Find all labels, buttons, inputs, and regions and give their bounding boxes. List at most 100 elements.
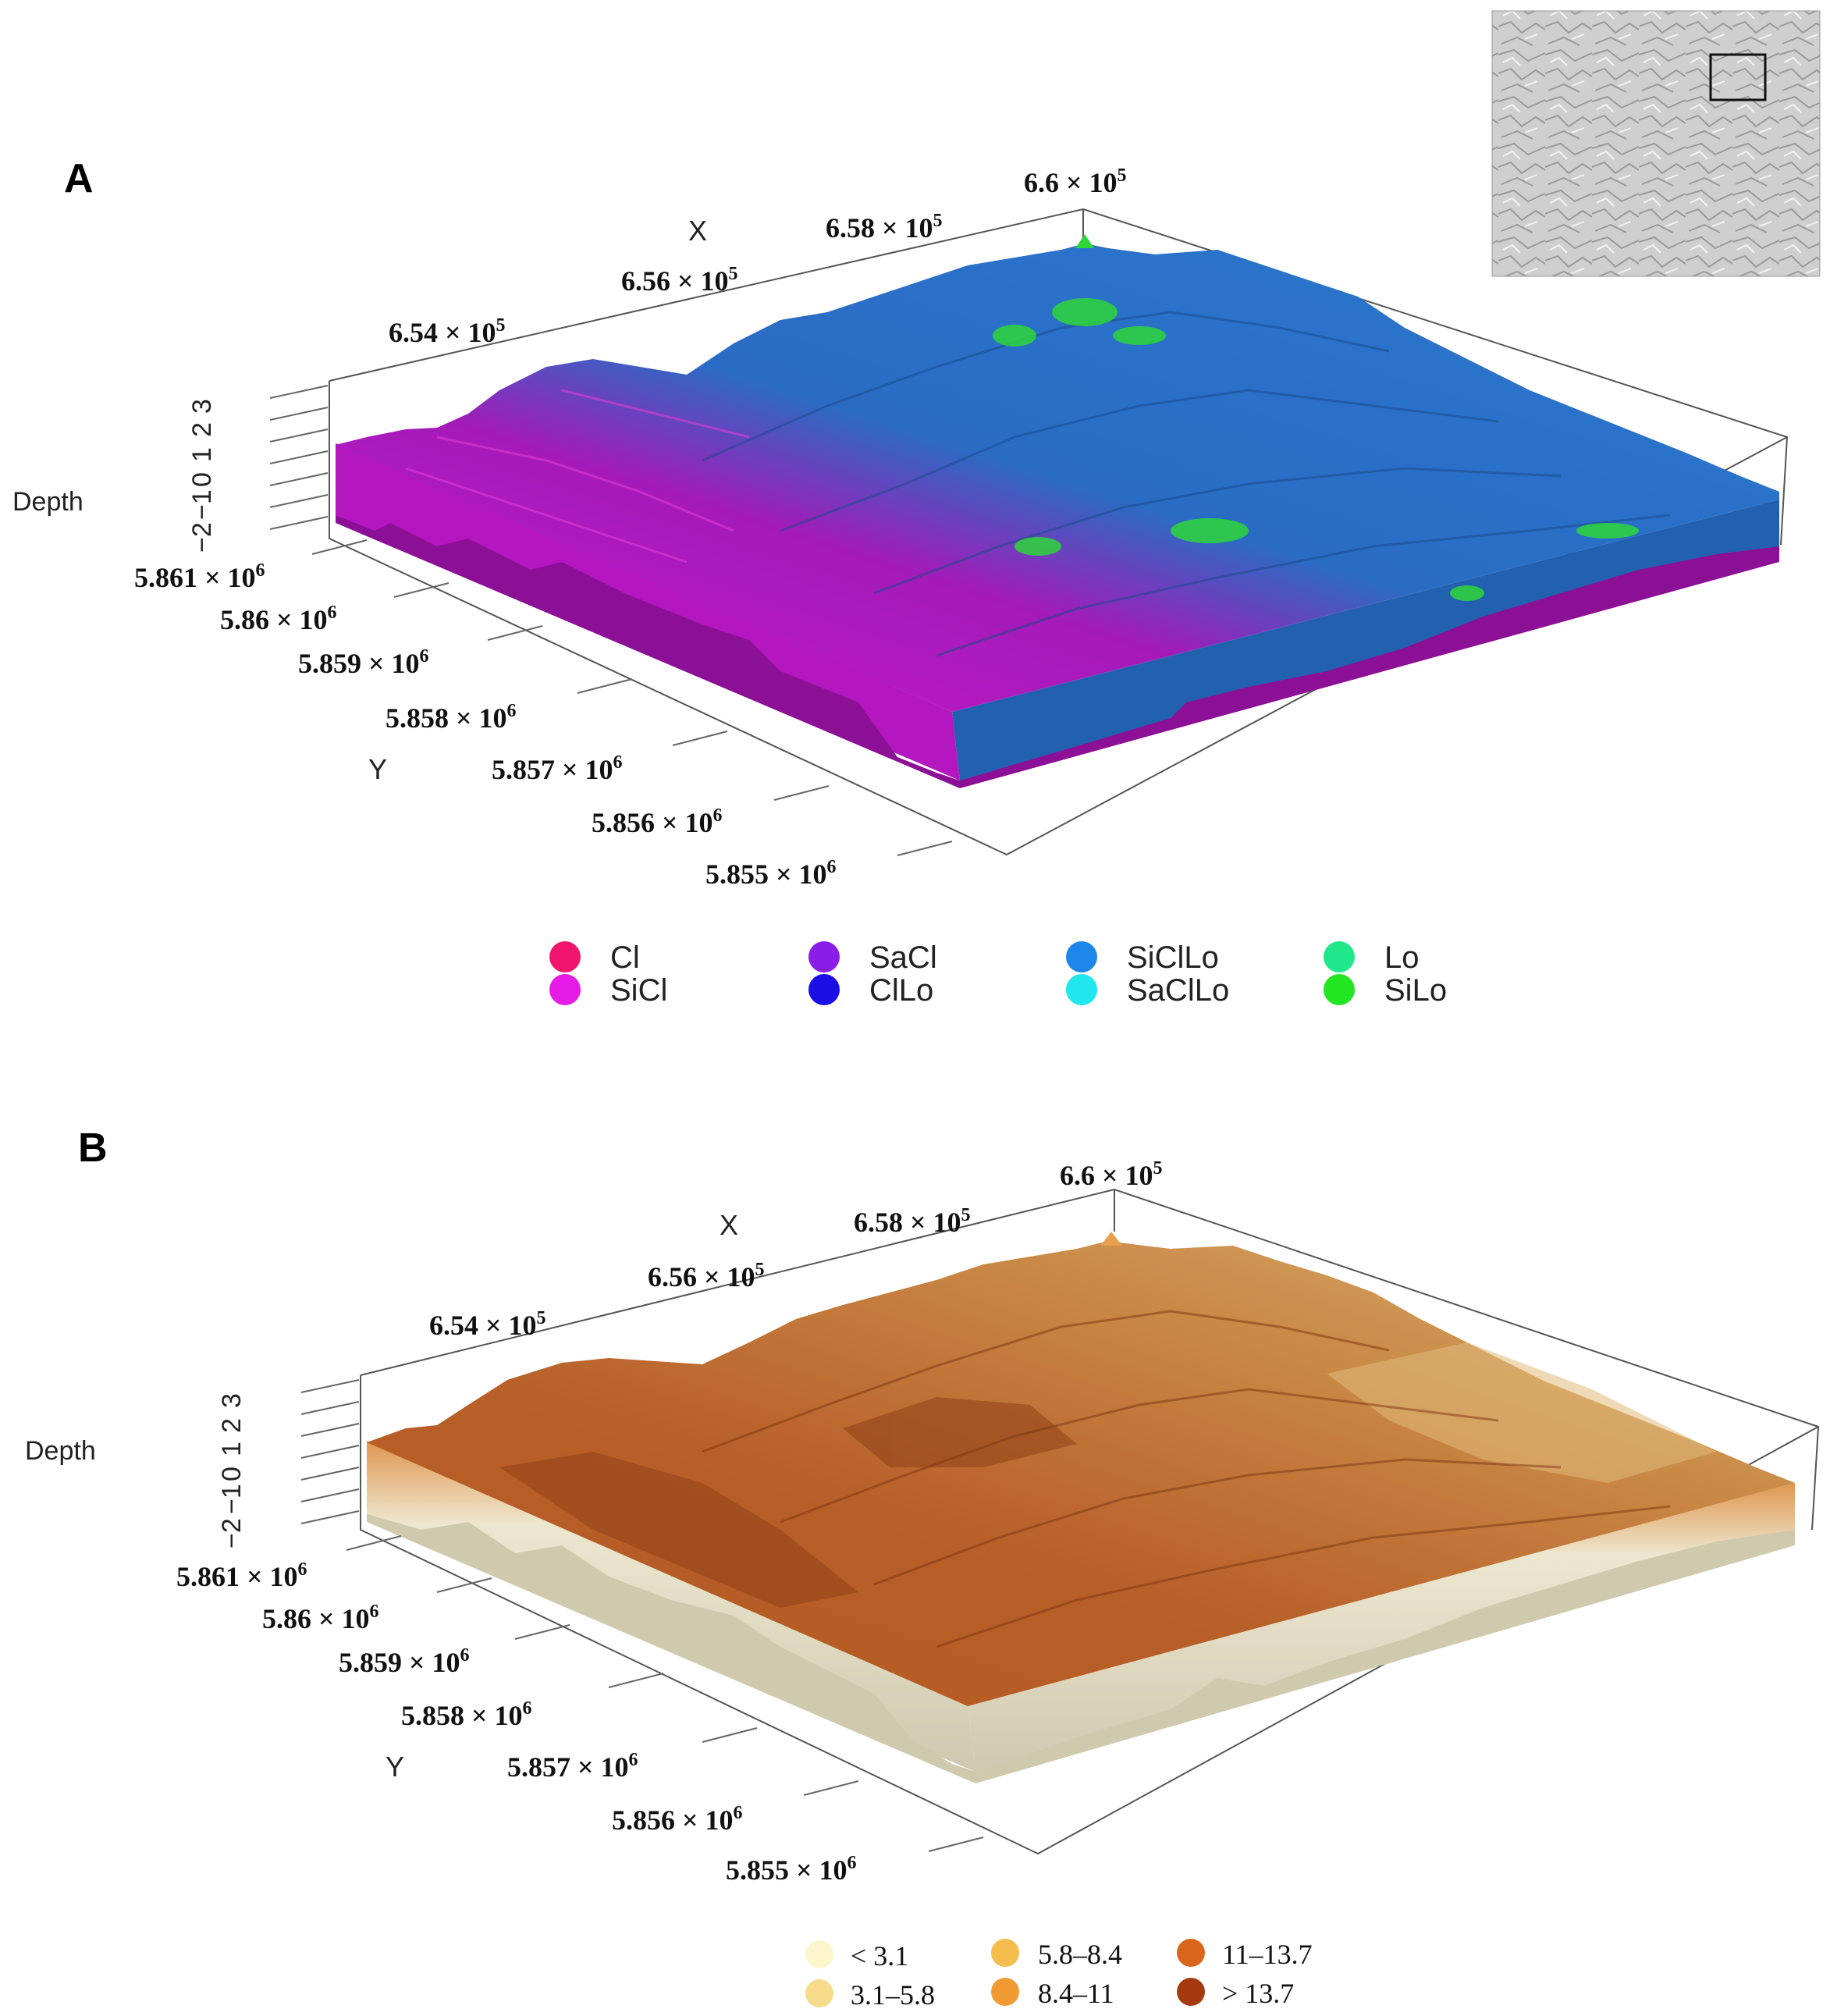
legend-item-lo: Lo: [1324, 940, 1420, 975]
panel-b-z-ticks: [300, 1379, 360, 1524]
z-tick-label: 2: [217, 1418, 247, 1433]
legend-swatch: [1177, 1978, 1205, 2006]
panel-b-y-tick-labels: 5.861 × 106 5.86 × 106 5.859 × 106 5.858…: [176, 1559, 857, 1886]
legend-swatch: [1177, 1939, 1205, 1967]
panel-a-label: A: [64, 156, 94, 201]
panel-b-x-axis-label: X: [720, 1209, 738, 1241]
legend-label: < 3.1: [851, 1940, 908, 1972]
panel-a-y-ticks: [311, 539, 953, 856]
legend-swatch: [808, 941, 840, 972]
legend-swatch: [1066, 974, 1097, 1005]
x-tick-label: 6.58 × 105: [826, 211, 943, 244]
z-tick-label: 2: [187, 422, 217, 437]
y-tick-label: 5.857 × 106: [507, 1750, 638, 1783]
panel-b-y-axis-label: Y: [386, 1751, 404, 1783]
legend-swatch: [549, 941, 581, 972]
y-tick-label: 5.859 × 106: [298, 646, 429, 679]
z-tick-label: 1: [187, 447, 217, 462]
panel-b-terrain-side-right: [968, 1483, 1795, 1772]
panel-b-z-tick-labels: 3 2 1 0 −1 −2: [217, 1393, 247, 1548]
legend-item-3-1-5-8: 3.1–5.8: [805, 1979, 935, 2011]
legend-item-sicllo: SiClLo: [1066, 940, 1219, 975]
y-tick-label: 5.86 × 106: [262, 1602, 379, 1634]
z-tick-label: 0: [217, 1467, 247, 1481]
legend-item-8-4-11: 8.4–11: [991, 1978, 1114, 2009]
y-tick-label: 5.858 × 106: [401, 1698, 532, 1731]
panel-a-z-axis-label: Depth: [12, 487, 84, 517]
x-tick-label: 6.6 × 105: [1060, 1158, 1163, 1191]
y-tick-label: 5.856 × 106: [592, 805, 723, 838]
panel-a-y-axis-label: Y: [368, 753, 387, 785]
legend-swatch: [1324, 941, 1355, 972]
legend-label: 5.8–8.4: [1038, 1939, 1122, 1970]
z-tick-label: 0: [187, 472, 217, 487]
y-tick-label: 5.858 × 106: [386, 701, 517, 734]
legend-item-gt-13-7: > 13.7: [1177, 1978, 1294, 2009]
z-tick-label: −2: [217, 1518, 247, 1548]
x-tick-label: 6.58 × 105: [854, 1205, 971, 1238]
y-tick-label: 5.861 × 106: [134, 560, 265, 593]
legend-item-silo: SiLo: [1324, 973, 1447, 1008]
legend-label: SiLo: [1384, 973, 1447, 1008]
y-tick-label: 5.855 × 106: [705, 857, 837, 890]
location-inset-map: [1491, 10, 1821, 277]
legend-item-lt-3-1: < 3.1: [805, 1940, 908, 1972]
y-tick-label: 5.857 × 106: [492, 752, 623, 785]
z-tick-label: −1: [187, 489, 217, 520]
panel-b: B: [25, 1125, 1820, 2011]
y-tick-label: 5.855 × 106: [726, 1853, 857, 1886]
legend-item-5-8-8-4: 5.8–8.4: [991, 1939, 1122, 1970]
legend-swatch: [808, 974, 840, 1005]
panel-a-z-tick-labels: 3 2 1 0 −1 −2: [187, 399, 217, 553]
legend-item-sacllo: SaClLo: [1066, 973, 1229, 1008]
panel-a-x-tick-labels: 6.54 × 105 6.56 × 105 6.58 × 105 6.6 × 1…: [389, 165, 1127, 348]
x-tick-label: 6.56 × 105: [648, 1260, 765, 1292]
legend-item-cl: Cl: [549, 940, 640, 975]
y-tick-label: 5.856 × 106: [612, 1803, 743, 1836]
panel-a-peak: [1075, 234, 1094, 248]
panel-b-y-ticks: [346, 1535, 984, 1852]
z-tick-label: 1: [217, 1442, 247, 1456]
z-tick-label: 3: [217, 1393, 247, 1408]
legend-item-11-13-7: 11–13.7: [1177, 1939, 1313, 1970]
legend-swatch: [805, 1979, 833, 2007]
panel-a-silo-patches: [993, 298, 1639, 601]
panel-b-light-zones: [1327, 1342, 1717, 1483]
x-tick-label: 6.54 × 105: [389, 315, 506, 348]
y-tick-label: 5.859 × 106: [339, 1645, 470, 1678]
panel-b-z-axis-label: Depth: [25, 1436, 96, 1466]
x-tick-label: 6.54 × 105: [429, 1308, 546, 1341]
panel-b-dark-zones: [499, 1397, 1077, 1608]
legend-swatch: [1066, 941, 1097, 972]
panel-b-x-tick-labels: 6.54 × 105 6.56 × 105 6.58 × 105 6.6 × 1…: [429, 1158, 1163, 1341]
y-tick-label: 5.861 × 106: [176, 1559, 307, 1592]
panel-a-legend: Cl SiCl SaCl ClLo SiClLo SaClLo: [549, 940, 1447, 1008]
panel-a-z-ticks: [269, 385, 329, 530]
legend-label: ClLo: [869, 973, 933, 1008]
legend-label: 3.1–5.8: [851, 1979, 935, 2011]
panel-a-x-axis-label: X: [688, 215, 707, 247]
panel-b-ridges: [702, 1310, 1671, 1648]
legend-swatch: [549, 974, 581, 1005]
legend-label: Lo: [1384, 940, 1420, 975]
legend-label: Cl: [610, 940, 640, 975]
panel-b-peak: [1100, 1232, 1122, 1246]
legend-label: SaCl: [869, 940, 937, 975]
legend-swatch: [805, 1940, 833, 1968]
x-tick-label: 6.6 × 105: [1024, 165, 1127, 198]
z-tick-label: 3: [187, 399, 217, 414]
panel-a-y-tick-labels: 5.861 × 106 5.86 × 106 5.859 × 106 5.858…: [134, 560, 837, 890]
panel-a-terrain-surface: [336, 244, 1779, 712]
inset-extent-box: [1709, 53, 1767, 101]
panel-b-label: B: [78, 1125, 108, 1171]
legend-label: 8.4–11: [1038, 1978, 1114, 2009]
legend-label: > 13.7: [1222, 1978, 1294, 2009]
panel-b-legend: < 3.1 3.1–5.8 5.8–8.4 8.4–11 11–13.7 > 1…: [805, 1939, 1313, 2011]
panel-a: A: [12, 156, 1789, 1008]
legend-swatch: [991, 1939, 1019, 1967]
legend-label: 11–13.7: [1222, 1939, 1313, 1970]
z-tick-label: −2: [187, 522, 217, 553]
legend-swatch: [1324, 974, 1355, 1005]
legend-item-sacl: SaCl: [808, 940, 937, 975]
